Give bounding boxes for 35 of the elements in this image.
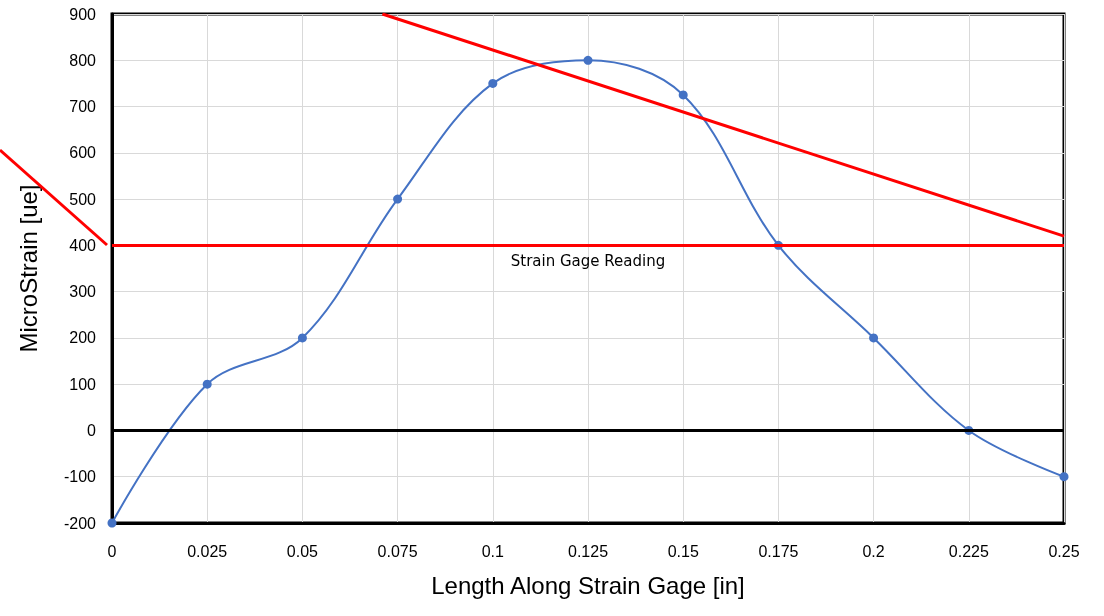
point: [583, 55, 593, 65]
x-tick-label: 0.2: [862, 542, 885, 560]
point: [393, 194, 403, 204]
y-tick-label: 400: [69, 236, 97, 254]
y-tick-label: 0: [87, 421, 97, 439]
x-tick-label: 0.1: [481, 542, 505, 560]
x-tick-label: 0.15: [667, 542, 699, 560]
point: [297, 333, 307, 343]
x-tick-label: 0.25: [1048, 542, 1080, 560]
y-tick-label: 500: [69, 190, 97, 208]
x-axis-title: Length Along Strain Gage [in]: [431, 571, 745, 599]
point: [202, 379, 212, 389]
point: [488, 78, 498, 88]
x-tick-label: 0.125: [567, 542, 609, 560]
y-tick-label: 900: [69, 5, 97, 23]
y-axis-title: MicroStrain [ue]: [14, 184, 42, 353]
point: [869, 333, 879, 343]
y-tick-label: -100: [63, 468, 97, 486]
x-tick-label: 0.175: [758, 542, 799, 560]
point: [1059, 472, 1069, 482]
y-tick-label: 800: [69, 51, 97, 69]
point: [107, 518, 117, 528]
x-tick-label: 0.05: [286, 542, 319, 560]
ref-line-label: Strain Gage Reading: [510, 251, 666, 270]
y-tick-label: 200: [69, 329, 97, 347]
y-tick-label: 100: [69, 375, 97, 393]
x-tick-label: 0: [107, 542, 117, 560]
y-tick-label: 600: [69, 144, 97, 162]
x-tick-label: 0.075: [377, 542, 418, 560]
y-tick-label: -200: [63, 514, 97, 532]
point: [678, 90, 688, 100]
y-tick-label: 700: [69, 98, 97, 116]
x-tick-label: 0.225: [948, 542, 989, 560]
y-tick-label: 300: [69, 283, 97, 301]
x-tick-label: 0.025: [187, 542, 228, 560]
